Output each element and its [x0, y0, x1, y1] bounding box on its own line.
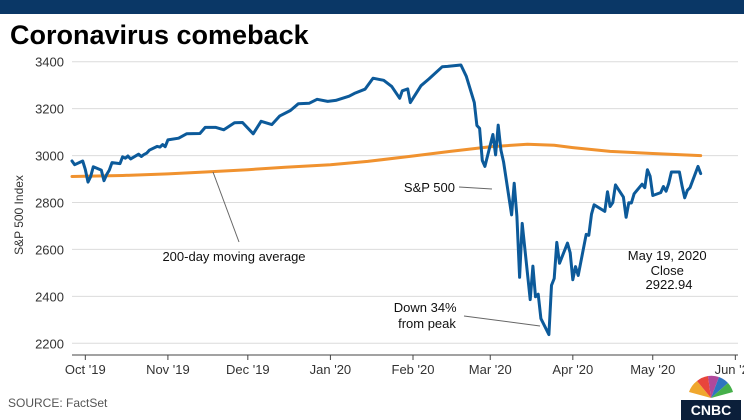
chart-title: Coronavirus comeback	[10, 20, 309, 50]
x-tick-label: Oct '19	[65, 362, 106, 377]
close-annotation-label: Close	[651, 263, 684, 278]
drop-annotation-line1: Down 34%	[394, 300, 457, 315]
y-tick-label: 3200	[35, 102, 64, 117]
y-tick-label: 3400	[35, 55, 64, 70]
x-axis-ticks: Oct '19 Nov '19 Dec '19 Jan '20 Feb '20 Mar '…	[65, 355, 744, 377]
x-tick-label: Jan '20	[310, 362, 352, 377]
y-axis-ticks: 2200 2400 2600 2800 3000 3200 3400	[35, 55, 64, 352]
close-annotation-value: 2922.94	[646, 277, 693, 292]
x-tick-label: Nov '19	[146, 362, 190, 377]
sp500-annotation: S&P 500	[404, 180, 455, 195]
drop-annotation-line2: from peak	[398, 316, 456, 331]
sp500-leader-line	[458, 186, 493, 190]
y-tick-label: 2600	[35, 242, 64, 257]
y-tick-label: 3000	[35, 149, 64, 164]
y-tick-label: 2200	[35, 336, 64, 351]
ma-annotation: 200-day moving average	[162, 249, 305, 264]
x-tick-label: Feb '20	[392, 362, 435, 377]
close-annotation: May 19, 2020 Close 2922.94	[628, 248, 710, 292]
drop-annotation: Down 34% from peak	[394, 300, 461, 331]
moving-average-line	[70, 142, 703, 178]
cnbc-wordmark: CNBC	[691, 402, 731, 418]
cnbc-peacock-logo: CNBC	[681, 375, 741, 420]
source-note: SOURCE: FactSet	[8, 396, 108, 410]
x-tick-label: Dec '19	[226, 362, 270, 377]
series-lines	[70, 63, 703, 337]
line-chart: 2200 2400 2600 2800 3000 3200 3400 S&P 500 Ind…	[12, 55, 744, 377]
y-tick-label: 2400	[35, 289, 64, 304]
x-tick-label: May '20	[630, 362, 675, 377]
sp500-line	[70, 63, 703, 337]
ma-leader-line	[212, 171, 240, 243]
top-color-bar	[0, 0, 744, 14]
drop-leader-line	[463, 315, 541, 327]
y-tick-label: 2800	[35, 196, 64, 211]
x-tick-label: Mar '20	[469, 362, 512, 377]
close-annotation-date: May 19, 2020	[628, 248, 707, 263]
x-tick-label: Jun '20	[715, 362, 744, 377]
y-axis-label: S&P 500 Index	[12, 175, 26, 255]
x-tick-label: Apr '20	[552, 362, 593, 377]
